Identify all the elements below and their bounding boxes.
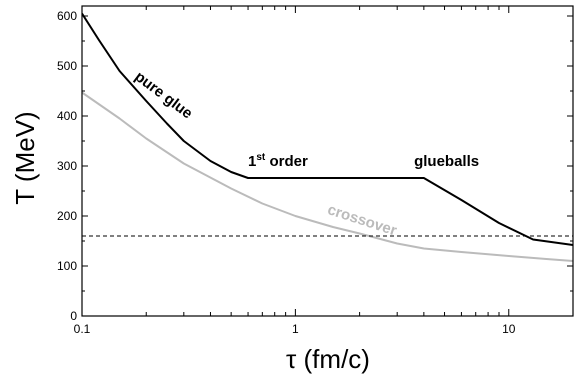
y-tick-label: 200 [57,209,77,223]
x-axis-title: τ (fm/c) [286,344,370,374]
y-tick-label: 400 [57,109,77,123]
y-tick-label: 600 [57,9,77,23]
annotation-first-order-label: 1st order [248,152,308,170]
x-tick-label: 10 [502,322,516,336]
y-axis-title: T (MeV) [10,111,40,204]
x-tick-label: 1 [292,322,299,336]
y-tick-label: 100 [57,259,77,273]
x-tick-label: 0.1 [74,322,91,336]
axes: 0 100 200 300 400 500 600 0.1 1 10 [57,5,574,336]
y-tick-label: 500 [57,59,77,73]
annotation-glueballs: glueballs [414,153,479,170]
y-tick-label: 0 [70,309,77,323]
series-line-crossover [82,91,573,262]
plot-frame [81,5,574,317]
series-line-first-order [82,12,573,246]
y-tick-label: 300 [57,159,77,173]
